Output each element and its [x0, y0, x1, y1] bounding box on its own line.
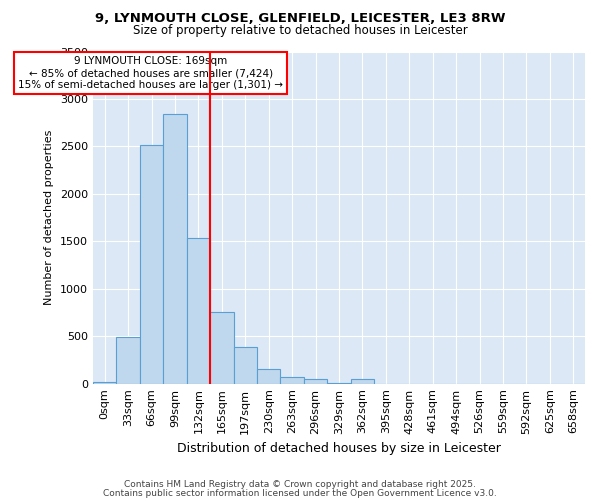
Bar — [140, 144, 163, 384]
Bar — [163, 114, 187, 384]
Text: 9 LYNMOUTH CLOSE: 169sqm
← 85% of detached houses are smaller (7,424)
15% of sem: 9 LYNMOUTH CLOSE: 169sqm ← 85% of detach… — [18, 56, 283, 90]
Bar — [233, 346, 257, 384]
Bar — [280, 377, 304, 384]
Bar — [93, 382, 116, 384]
Bar — [304, 379, 328, 384]
Text: Contains public sector information licensed under the Open Government Licence v3: Contains public sector information licen… — [103, 488, 497, 498]
Bar — [257, 370, 280, 384]
Bar — [210, 312, 233, 384]
Text: Size of property relative to detached houses in Leicester: Size of property relative to detached ho… — [133, 24, 467, 37]
X-axis label: Distribution of detached houses by size in Leicester: Distribution of detached houses by size … — [177, 442, 501, 455]
Text: Contains HM Land Registry data © Crown copyright and database right 2025.: Contains HM Land Registry data © Crown c… — [124, 480, 476, 489]
Bar — [187, 238, 210, 384]
Bar — [351, 379, 374, 384]
Text: 9, LYNMOUTH CLOSE, GLENFIELD, LEICESTER, LE3 8RW: 9, LYNMOUTH CLOSE, GLENFIELD, LEICESTER,… — [95, 12, 505, 26]
Y-axis label: Number of detached properties: Number of detached properties — [44, 130, 55, 306]
Bar — [116, 337, 140, 384]
